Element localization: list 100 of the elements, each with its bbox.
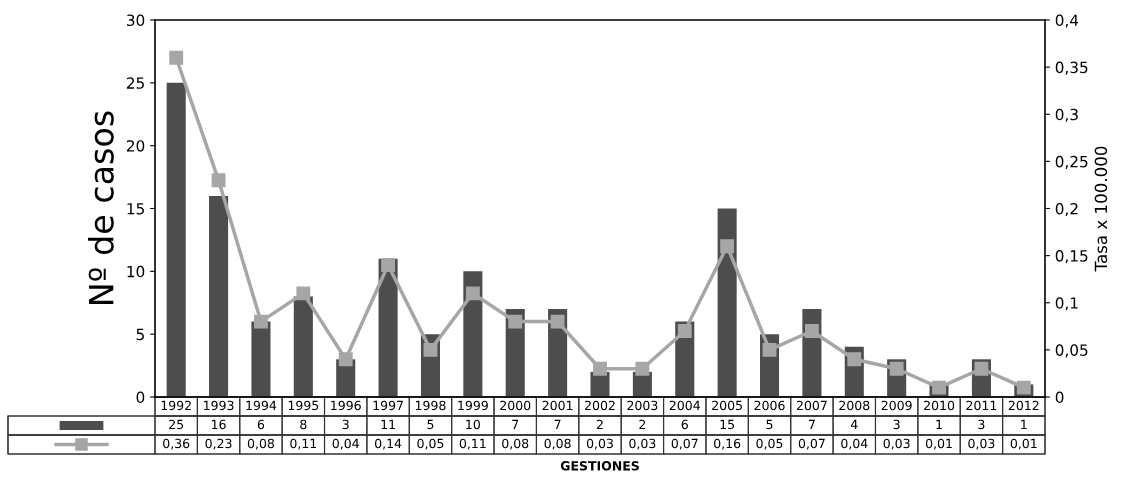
x-axis-title: GESTIONES	[560, 461, 639, 471]
data-label: 0,11	[290, 438, 317, 450]
data-label: 0,01	[925, 438, 952, 450]
point	[762, 342, 777, 357]
y-axis-title: Nº de casos	[88, 111, 114, 304]
x-tick-label: 2003	[627, 400, 658, 411]
point	[169, 50, 184, 65]
y2-tick-label: 0,3	[1055, 108, 1078, 122]
point	[296, 286, 311, 301]
data-label: 2	[596, 419, 603, 429]
x-tick-label: 2008	[839, 400, 870, 411]
y2-tick-label: 0,1	[1055, 297, 1078, 311]
data-label: 3	[893, 419, 900, 430]
data-label: 0,14	[375, 438, 402, 450]
data-label: 0,03	[968, 438, 995, 450]
bar	[293, 296, 313, 397]
x-tick-label: 2007	[796, 400, 827, 411]
point	[677, 324, 692, 338]
data-label: 0,03	[883, 438, 910, 450]
point	[465, 286, 480, 301]
data-label: 6	[257, 419, 265, 430]
data-label: 0,03	[629, 438, 656, 450]
data-label: 7	[808, 419, 815, 429]
data-label: 0,08	[247, 438, 275, 450]
y2-tick-label: 0,15	[1055, 250, 1088, 264]
y-tick-label: 30	[127, 14, 145, 27]
point	[593, 361, 607, 376]
data-label: 0,07	[671, 438, 698, 450]
x-tick-label: 2006	[754, 400, 785, 411]
x-tick-label: 2002	[585, 400, 615, 411]
data-label: 8	[300, 419, 307, 430]
x-tick-label: 2012	[1008, 400, 1039, 411]
x-tick-label: 2011	[966, 400, 997, 411]
data-label: 15	[720, 419, 734, 430]
data-label: 0,23	[205, 438, 232, 450]
data-label: 25	[169, 419, 184, 430]
data-label: 0,05	[417, 438, 444, 450]
y2-tick-label: 0,4	[1055, 14, 1079, 28]
y2-tick-label: 0,05	[1055, 344, 1088, 358]
data-label: 10	[466, 419, 480, 430]
data-label: 5	[427, 419, 434, 430]
x-tick-label: 1994	[246, 400, 277, 411]
x-tick-label: 2005	[712, 400, 742, 411]
y-tick-label: 20	[126, 140, 145, 152]
bar	[209, 195, 229, 397]
data-label: 4	[850, 419, 858, 429]
data-label: 2	[639, 419, 646, 429]
y-tick-label: 0	[136, 391, 145, 404]
x-tick-label: 2004	[669, 400, 700, 411]
data-label: 1	[1021, 419, 1027, 429]
data-label: 0,04	[332, 438, 359, 450]
x-tick-label: 1999	[458, 400, 488, 411]
x-tick-label: 2009	[881, 400, 912, 411]
data-label: 0,04	[841, 438, 868, 450]
x-tick-label: 1995	[288, 400, 319, 411]
y2-axis-title: Tasa x 100.000	[1094, 146, 1108, 272]
data-label: 7	[512, 419, 519, 429]
y2-tick-label: 0,2	[1055, 202, 1078, 217]
data-label: 0,05	[756, 438, 783, 450]
y2-tick-label: 0	[1055, 391, 1064, 404]
data-label: 0,08	[502, 438, 529, 450]
bar	[463, 271, 483, 397]
data-label: 11	[381, 419, 395, 429]
data-label: 5	[766, 419, 773, 430]
y-tick-label: 10	[127, 265, 145, 278]
point	[635, 361, 650, 376]
point	[889, 361, 904, 376]
x-tick-label: 1996	[331, 400, 361, 411]
y-tick-label: 25	[126, 77, 144, 89]
x-tick-label: 1997	[373, 400, 403, 411]
data-label: 6	[681, 419, 688, 430]
point	[720, 239, 735, 254]
y-tick-label: 5	[136, 328, 144, 341]
x-tick-label: 1993	[204, 400, 234, 411]
point	[254, 314, 268, 329]
bar	[166, 82, 186, 397]
x-tick-label: 2010	[924, 400, 955, 411]
y-tick-label: 15	[127, 203, 144, 215]
point	[508, 314, 523, 329]
data-label: 3	[978, 419, 985, 430]
data-label: 0,11	[459, 438, 486, 450]
data-label: 7	[554, 419, 561, 429]
x-tick-label: 1992	[161, 400, 191, 411]
point	[932, 380, 946, 395]
data-label: 0,03	[586, 438, 613, 450]
data-label: 0,08	[544, 438, 571, 450]
data-label: 1	[936, 419, 942, 429]
point	[338, 352, 353, 367]
data-label: 0,01	[1010, 438, 1037, 450]
y2-tick-label: 0,35	[1055, 61, 1088, 75]
data-label: 0,16	[714, 438, 741, 450]
bar	[251, 321, 271, 397]
point	[381, 258, 396, 272]
point	[847, 352, 862, 367]
point	[804, 324, 819, 338]
x-tick-label: 2001	[542, 400, 573, 411]
data-label: 16	[211, 419, 226, 430]
data-label: 3	[342, 419, 349, 430]
x-tick-label: 2000	[500, 400, 531, 411]
y2-tick-label: 0,25	[1055, 155, 1088, 169]
